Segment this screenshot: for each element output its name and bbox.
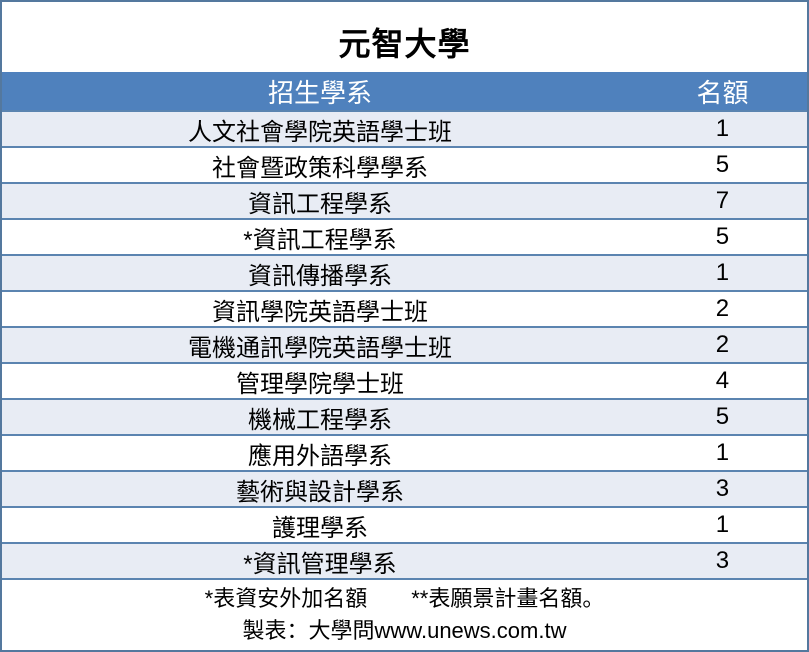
quota-cell: 2	[715, 331, 730, 358]
department-cell: 資訊工程學系	[247, 190, 392, 218]
table-row: *資訊工程學系 5	[2, 218, 807, 254]
table-row: 電機通訊學院英語學士班 2	[2, 326, 807, 362]
table-row: 人文社會學院英語學士班 1	[2, 110, 807, 146]
column-header-quota: 名額	[696, 77, 749, 108]
department-cell: 資訊傳播學系	[247, 262, 392, 290]
table-body: 人文社會學院英語學士班 1 社會暨政策科學學系 5 資訊工程學系 7 *資訊工程學系 5 資訊傳…	[2, 110, 807, 578]
table-header: 招生學系 名額	[2, 72, 807, 110]
table-row: 資訊學院英語學士班 2	[2, 290, 807, 326]
department-cell: 應用外語學系	[247, 442, 392, 470]
table-footer: *表資安外加名額 **表願景計畫名額。 製表：大學問www.unews.com.…	[2, 578, 807, 650]
department-cell: *資訊工程學系	[243, 226, 397, 254]
table-row: 護理學系 1	[2, 506, 807, 542]
department-cell: 管理學院學士班	[235, 370, 404, 398]
quota-cell: 5	[715, 223, 730, 250]
quota-cell: 5	[715, 151, 730, 178]
department-cell: 護理學系	[271, 514, 368, 542]
department-cell: 藝術與設計學系	[235, 478, 404, 506]
department-cell: 社會暨政策科學學系	[211, 154, 428, 182]
department-cell: *資訊管理學系	[243, 550, 397, 578]
quota-cell: 4	[715, 367, 730, 394]
quota-cell: 1	[715, 115, 730, 142]
quota-cell: 1	[715, 259, 730, 286]
quota-cell: 3	[715, 547, 730, 574]
quota-cell: 1	[715, 439, 730, 466]
department-cell: 電機通訊學院英語學士班	[187, 334, 452, 362]
department-cell: 人文社會學院英語學士班	[187, 118, 452, 146]
quota-cell: 3	[715, 475, 730, 502]
quota-cell: 7	[715, 187, 730, 214]
quota-cell: 2	[715, 295, 730, 322]
column-header-department: 招生學系	[267, 77, 372, 108]
quota-cell: 1	[715, 511, 730, 538]
quota-cell: 5	[715, 403, 730, 430]
credit-line: 製表：大學問www.unews.com.tw	[242, 618, 567, 643]
department-cell: 資訊學院英語學士班	[211, 298, 428, 326]
table-row: *資訊管理學系 3	[2, 542, 807, 578]
department-cell: 機械工程學系	[247, 406, 392, 434]
table-row: 應用外語學系 1	[2, 434, 807, 470]
footnote: *表資安外加名額 **表願景計畫名額。	[204, 586, 605, 611]
table-row: 藝術與設計學系 3	[2, 470, 807, 506]
table-row: 社會暨政策科學學系 5	[2, 146, 807, 182]
table-row: 資訊傳播學系 1	[2, 254, 807, 290]
table-row: 資訊工程學系 7	[2, 182, 807, 218]
table-row: 機械工程學系 5	[2, 398, 807, 434]
table-row: 管理學院學士班 4	[2, 362, 807, 398]
page-title: 元智大學	[338, 26, 471, 62]
